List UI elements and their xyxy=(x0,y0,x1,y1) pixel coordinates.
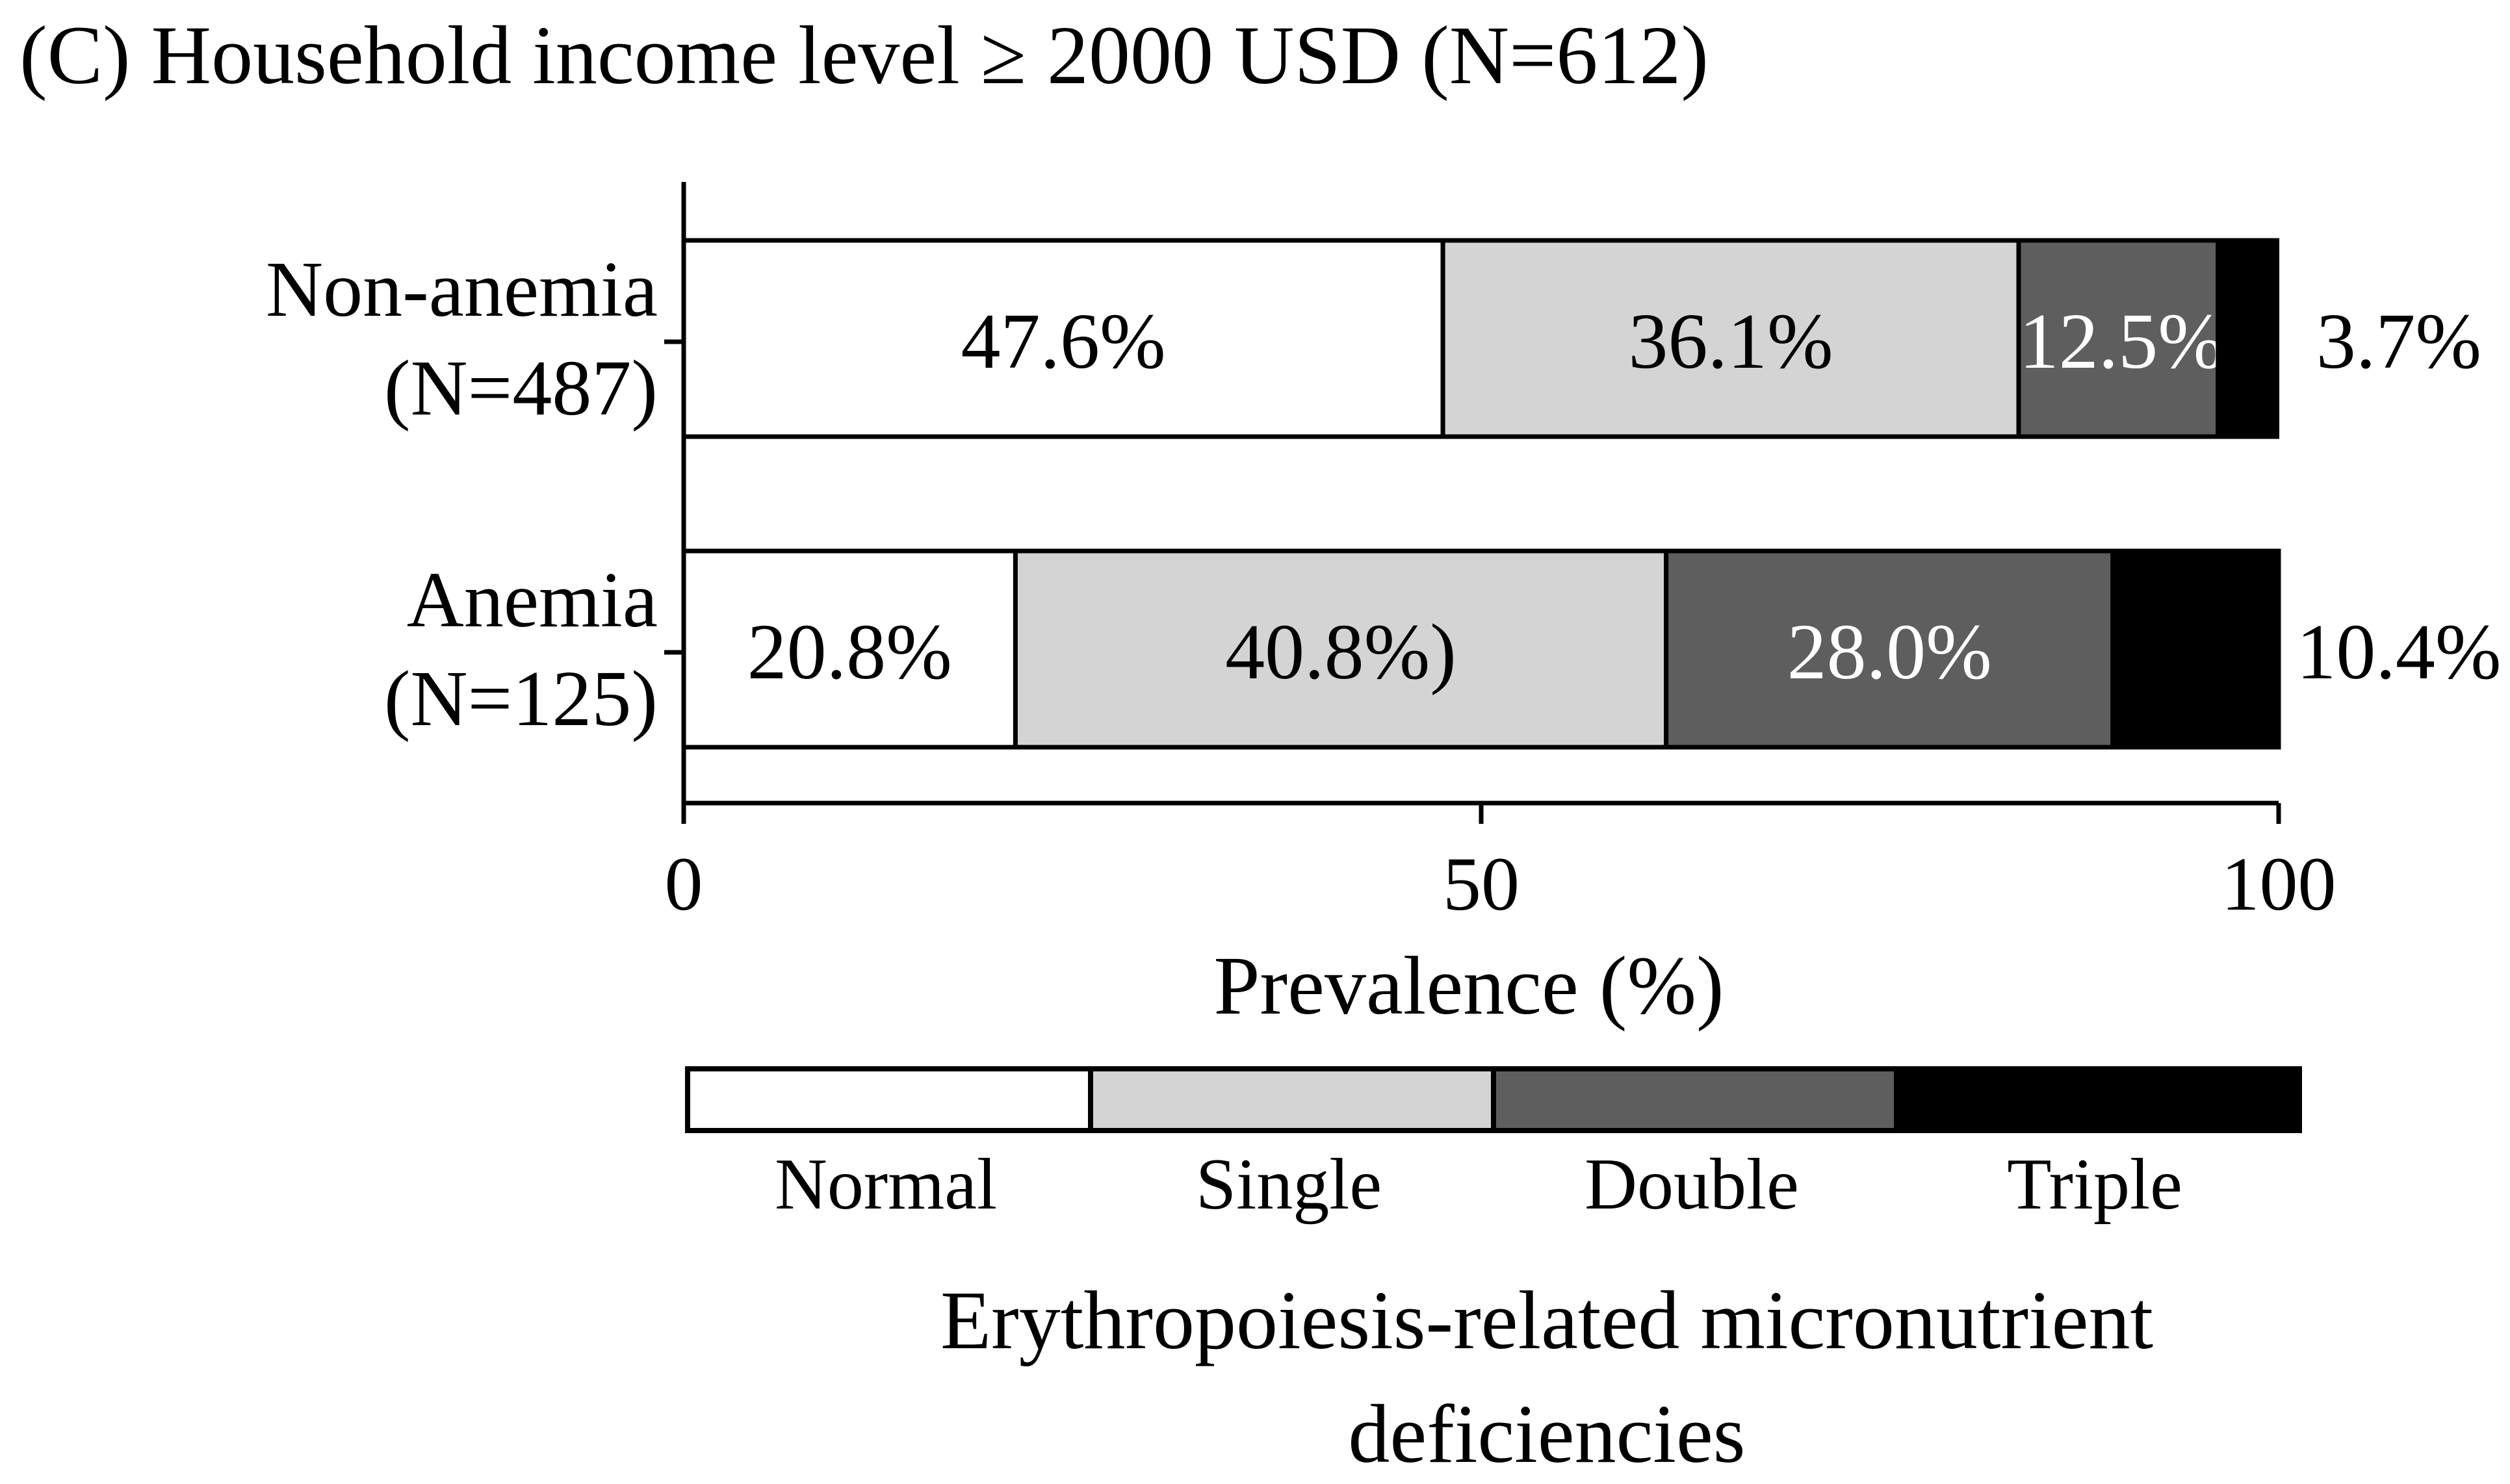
data-label-single: 40.8%) xyxy=(1225,608,1456,696)
x-tick-label: 50 xyxy=(1443,841,1520,927)
legend-swatch-triple xyxy=(1894,1066,2302,1133)
data-label-normal: 47.6% xyxy=(961,298,1165,385)
data-label-single: 36.1% xyxy=(1628,298,1833,385)
data-label-double: 12.5% xyxy=(2019,298,2224,385)
bar-segment-triple xyxy=(2216,238,2280,439)
x-axis-title: Prevalence (%) xyxy=(1213,940,1724,1032)
legend-label-normal: Normal xyxy=(775,1144,997,1225)
chart-title: (C) Household income level ≥ 2000 USD (N… xyxy=(19,9,1709,101)
data-label-double: 28.0% xyxy=(1787,608,1992,696)
category-sublabel: (N=487) xyxy=(384,344,658,432)
bar-segment-double xyxy=(1664,548,2115,750)
bar-segment-single xyxy=(1440,238,2021,439)
category-label: Non-anemia xyxy=(266,246,658,333)
category-label: Anemia xyxy=(407,556,658,644)
bar-segment-triple xyxy=(2110,548,2281,750)
x-tick-label: 0 xyxy=(665,841,703,927)
legend-title-line1: Erythropoiesis-related micronutrient xyxy=(940,1274,2153,1366)
x-tick-label: 100 xyxy=(2221,841,2336,927)
data-label-normal: 20.8% xyxy=(747,608,952,696)
legend-swatch-single xyxy=(1088,1066,1496,1133)
bar-segment-single xyxy=(1013,548,1669,750)
legend-swatch-normal xyxy=(685,1066,1093,1133)
legend-swatch-double xyxy=(1491,1066,1899,1133)
data-label-triple: 10.4% xyxy=(2296,608,2501,696)
bar-segment-normal xyxy=(681,238,1445,439)
legend-title-line2: deficiencies xyxy=(1348,1388,1745,1480)
category-sublabel: (N=125) xyxy=(384,655,658,743)
data-label-triple: 3.7% xyxy=(2316,298,2481,385)
bar-segment-double xyxy=(2016,238,2221,439)
legend-label-triple: Triple xyxy=(2007,1144,2182,1225)
legend-label-single: Single xyxy=(1196,1144,1382,1225)
legend-label-double: Double xyxy=(1585,1144,1799,1225)
